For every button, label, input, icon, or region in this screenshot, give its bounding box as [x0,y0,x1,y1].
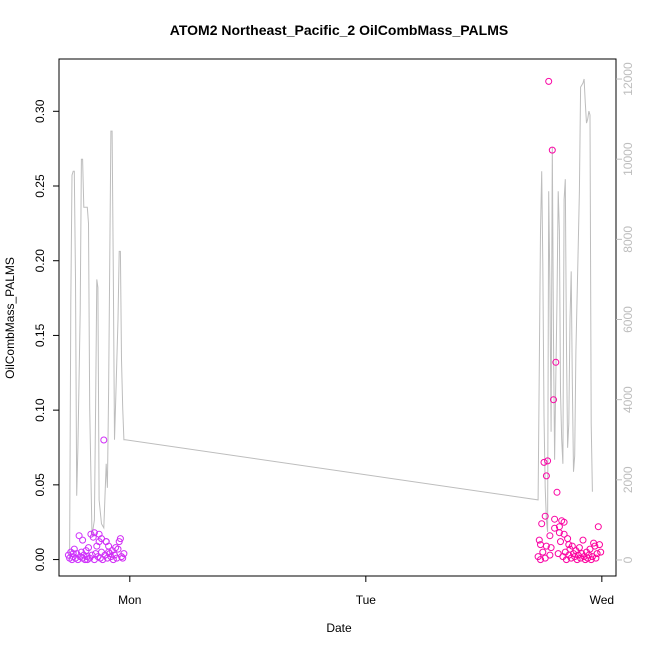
data-point [120,550,128,558]
y-tick-label: 0.25 [33,174,47,198]
data-point [596,541,603,549]
data-point [591,542,599,550]
data-point [545,77,553,85]
data-point [560,518,568,526]
data-point [547,544,555,552]
data-point [565,541,573,549]
data-point [553,488,561,496]
data-point [85,544,92,552]
y-tick-label: 0.05 [33,473,47,497]
y2-tick-label: 10000 [621,142,635,176]
data-point [579,536,587,544]
y2-tick-label: 6000 [621,306,635,333]
plot-frame [58,58,617,577]
x-tick-label: Tue [356,593,377,607]
data-point [544,457,552,465]
data-point [119,554,127,562]
data-point [116,535,124,543]
data-point [541,512,549,520]
data-point [594,523,602,531]
x-axis-label: Date [326,621,352,635]
y-tick-label: 0.15 [33,323,47,347]
data-point [537,541,544,549]
data-point [568,542,576,550]
y-tick-label: 0.10 [33,398,47,422]
y2-tick-label: 0 [621,556,635,563]
data-point [592,554,600,562]
chart-title: ATOM2 Northeast_Pacific_2 OilCombMass_PA… [170,22,508,38]
data-point [551,524,559,532]
data-point [89,533,97,541]
data-point [542,472,550,480]
y-tick-label: 0.30 [33,99,47,123]
data-point [540,458,548,466]
data-point [575,544,583,552]
data-point [557,538,564,546]
data-point [539,548,547,556]
data-point [75,532,83,540]
data-point [83,556,91,564]
data-point [597,548,605,556]
y-axis-left: 0.00 0.05 0.10 0.15 0.20 0.25 0.30 [33,99,59,571]
y2-tick-label: 2000 [621,466,635,493]
data-point [90,529,98,537]
data-point [100,436,108,444]
y2-tick-label: 4000 [621,386,635,413]
data-point [573,556,581,564]
y-axis-right: 0 2000 4000 6000 8000 10000 12000 [616,62,635,563]
y-axis-label: OilCombMass_PALMS [3,257,17,379]
x-axis: Mon Tue Wed [118,576,614,607]
data-point [105,548,113,556]
data-point [560,530,568,538]
data-point [564,535,572,543]
data-point [555,529,563,537]
data-point [552,358,560,366]
data-point [95,538,103,546]
data-point [546,551,554,559]
data-point [537,556,544,564]
data-point [79,536,87,544]
right-axis-series-line [69,78,593,561]
data-point [546,532,554,540]
y-tick-label: 0.20 [33,249,47,273]
data-point [69,550,77,558]
y2-tick-label: 12000 [621,62,635,96]
data-point [109,556,117,564]
data-point [550,396,557,404]
y-tick-label: 0.00 [33,548,47,572]
data-point [535,536,543,544]
data-point [551,515,559,523]
y2-tick-label: 8000 [621,226,635,253]
data-point [593,550,601,558]
scatter-points [64,77,605,564]
data-point [577,554,585,562]
data-point [548,146,556,154]
x-tick-label: Mon [118,593,141,607]
data-point [538,520,546,528]
x-tick-label: Wed [590,593,614,607]
data-point [114,545,122,553]
series-line [69,78,593,561]
